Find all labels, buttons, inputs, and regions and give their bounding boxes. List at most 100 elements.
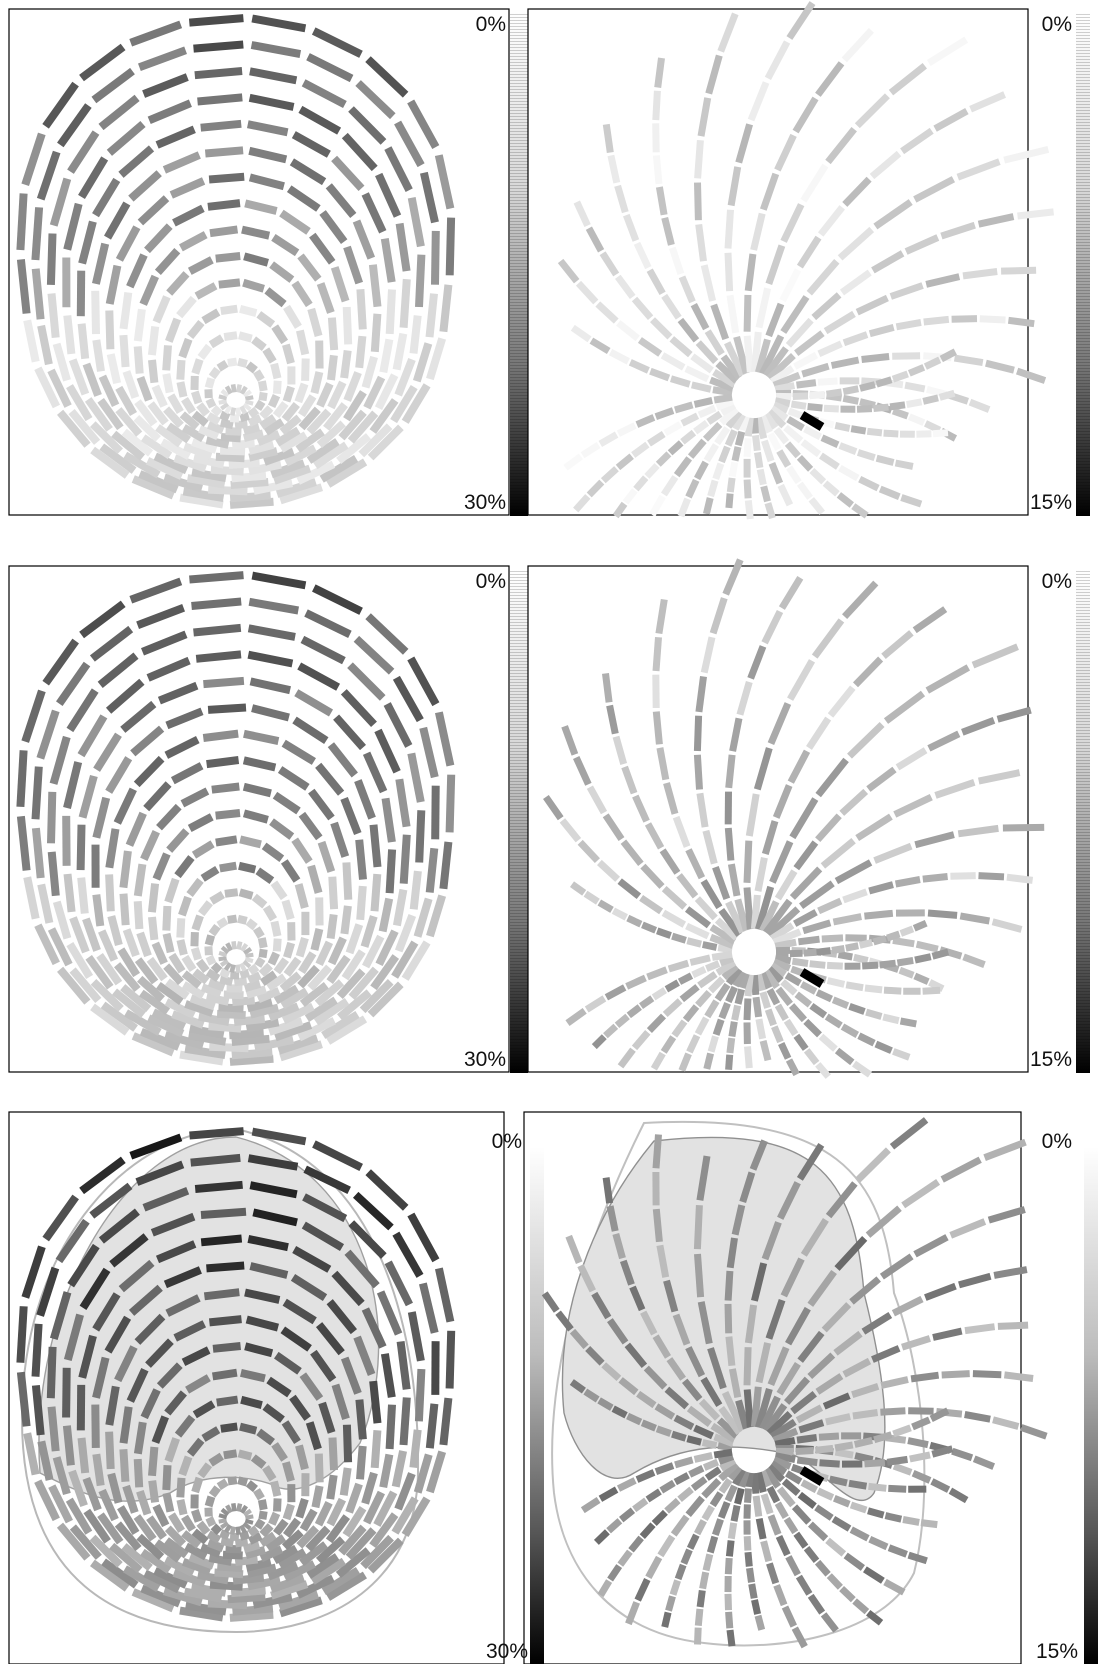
track-segment — [664, 1386, 690, 1410]
track-segment — [189, 1024, 225, 1039]
track-segment — [831, 1515, 852, 1532]
track-segment — [259, 1531, 277, 1548]
track-segment — [147, 883, 160, 913]
track-segment — [809, 1002, 828, 1019]
track-segment — [769, 962, 787, 978]
track-segment — [203, 676, 245, 689]
track-segment — [257, 380, 268, 392]
track-segment — [187, 1031, 227, 1046]
panel-radial-row3: 0% 15% — [523, 1111, 1101, 1664]
track-segment — [667, 440, 684, 456]
track-segment — [138, 470, 179, 494]
track-segment — [105, 678, 145, 714]
track-segment — [619, 1259, 635, 1286]
track-segment — [796, 1434, 818, 1444]
track-segment — [752, 1495, 763, 1517]
track-segment — [229, 497, 274, 509]
track-segment — [671, 1430, 687, 1442]
track-segment — [282, 1503, 295, 1521]
track-segment — [647, 431, 666, 447]
track-segment — [793, 840, 819, 871]
track-segment — [133, 755, 165, 788]
track-segment — [880, 1376, 909, 1389]
track-segment — [152, 295, 171, 324]
track-segment — [369, 398, 399, 434]
track-segment — [313, 441, 349, 470]
track-segment — [300, 635, 346, 665]
track-segment — [744, 1046, 753, 1069]
track-segment — [756, 468, 767, 486]
track-segment — [98, 94, 140, 131]
track-segment — [751, 1599, 762, 1615]
concentric-track-diagram — [8, 1111, 505, 1664]
track-segment — [807, 403, 823, 412]
track-segment — [269, 818, 295, 840]
track-segment — [244, 399, 254, 406]
track-segment — [191, 1476, 204, 1494]
track-segment — [589, 337, 611, 354]
track-segment — [277, 766, 310, 791]
track-segment — [97, 397, 124, 431]
track-segment — [744, 417, 754, 437]
track-segment — [641, 921, 658, 934]
track-segment — [240, 942, 249, 953]
track-segment — [912, 606, 948, 634]
track-segment — [785, 1058, 800, 1077]
track-segment — [348, 106, 387, 145]
track-segment — [89, 421, 124, 455]
track-segment — [390, 385, 418, 424]
track-segment — [767, 1346, 790, 1387]
track-segment — [904, 234, 940, 255]
track-segment — [709, 376, 735, 392]
track-segment — [67, 130, 100, 174]
track-segment — [754, 451, 764, 469]
track-segment — [651, 1509, 668, 1526]
track-segment — [79, 43, 126, 82]
track-segment — [231, 1503, 237, 1512]
panel-radial-row1: 0% 15% — [527, 0, 1101, 530]
track-segment — [315, 940, 334, 966]
track-segment — [207, 199, 241, 211]
track-segment — [148, 1446, 159, 1477]
track-segment — [262, 905, 278, 922]
track-segment — [326, 913, 338, 940]
track-segment — [343, 371, 362, 402]
track-segment — [265, 1534, 287, 1552]
track-segment — [90, 446, 130, 479]
track-segment — [431, 230, 440, 285]
track-segment — [744, 1304, 758, 1344]
track-segment — [776, 449, 792, 468]
track-segment — [685, 478, 700, 499]
track-segment — [253, 479, 293, 495]
track-segment — [247, 650, 294, 668]
track-segment — [239, 1524, 247, 1534]
track-segment — [776, 1362, 801, 1396]
track-segment — [136, 931, 152, 958]
track-segment — [904, 381, 926, 393]
track-segment — [716, 1417, 739, 1439]
track-segment — [639, 1522, 656, 1539]
track-segment — [163, 1556, 195, 1577]
track-segment — [933, 108, 969, 132]
track-segment — [776, 1486, 796, 1508]
track-segment — [330, 266, 350, 303]
track-segment — [247, 1234, 289, 1252]
track-segment — [21, 689, 46, 743]
track-segment — [855, 1147, 891, 1183]
track-segment — [228, 459, 260, 469]
track-segment — [119, 334, 130, 368]
track-segment — [912, 919, 928, 932]
track-segment — [90, 979, 124, 1012]
track-segment — [156, 803, 182, 831]
track-segment — [92, 339, 105, 372]
track-segment — [89, 625, 134, 662]
track-segment — [677, 1486, 694, 1502]
track-segment — [938, 389, 956, 401]
track-segment — [643, 1365, 668, 1390]
track-segment — [722, 558, 744, 596]
track-segment — [807, 1269, 837, 1307]
track-segment — [412, 342, 433, 383]
track-segment — [363, 375, 386, 410]
track-segment — [343, 245, 363, 285]
track-segment — [577, 1264, 596, 1293]
